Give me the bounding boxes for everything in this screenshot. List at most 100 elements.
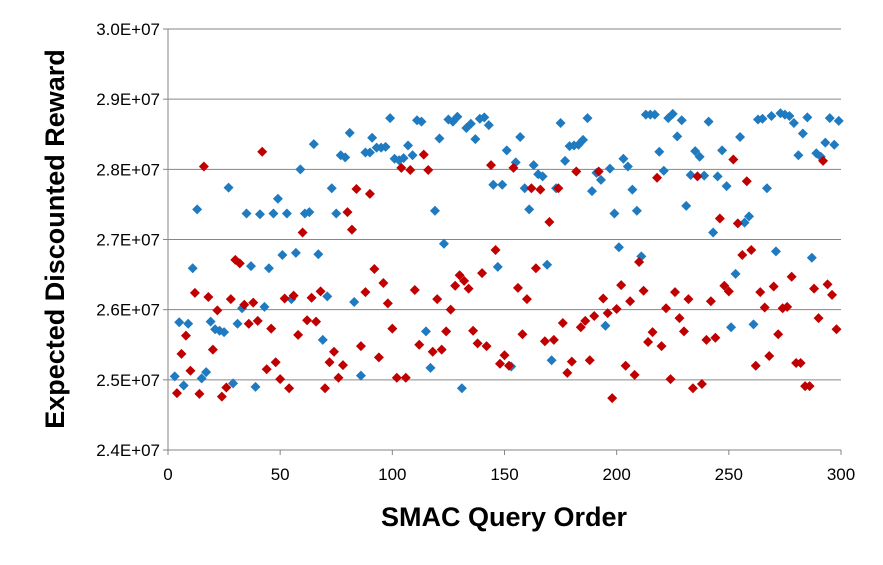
data-point [589, 310, 600, 321]
data-point [465, 118, 476, 129]
data-point [423, 165, 434, 176]
data-point [582, 113, 593, 124]
data-point [322, 291, 333, 302]
data-point [297, 227, 308, 238]
data-point [346, 224, 357, 235]
data-point [183, 318, 194, 329]
data-point [400, 372, 411, 383]
series-0 [169, 108, 844, 394]
data-point [703, 116, 714, 127]
data-point [232, 318, 243, 329]
data-point [477, 268, 488, 279]
data-point [656, 341, 667, 352]
data-point [228, 378, 239, 389]
data-point [732, 218, 743, 229]
x-tick-label: 250 [715, 465, 743, 484]
data-point [205, 316, 216, 327]
data-point [281, 208, 292, 219]
data-point [272, 193, 283, 204]
data-point [275, 374, 286, 385]
data-point [396, 162, 407, 173]
data-point [441, 326, 452, 337]
data-point [429, 205, 440, 216]
data-point [364, 147, 375, 158]
x-tick-label: 0 [163, 465, 172, 484]
data-point [795, 357, 806, 368]
data-point [667, 108, 678, 119]
data-point [681, 200, 692, 211]
data-point [288, 290, 299, 301]
data-point [611, 303, 622, 314]
data-point [178, 380, 189, 391]
data-point [571, 166, 582, 177]
data-point [764, 350, 775, 361]
data-point [748, 319, 759, 330]
data-point [692, 171, 703, 182]
data-point [728, 154, 739, 165]
data-point [652, 172, 663, 183]
data-point [333, 372, 344, 383]
data-point [483, 120, 494, 131]
data-point [539, 336, 550, 347]
data-point [833, 115, 844, 126]
data-point [761, 183, 772, 194]
data-point [351, 183, 362, 194]
data-point [329, 346, 340, 357]
data-point [185, 365, 196, 376]
data-point [263, 263, 274, 274]
data-point [481, 341, 492, 352]
y-axis-title: Expected Discounted Reward [40, 49, 70, 429]
data-point [690, 146, 701, 157]
data-point [337, 360, 348, 371]
data-point [548, 334, 559, 345]
data-point [517, 329, 528, 340]
data-point [499, 350, 510, 361]
data-point [284, 383, 295, 394]
data-point [813, 313, 824, 324]
data-point [326, 183, 337, 194]
data-point [270, 357, 281, 368]
data-point [187, 263, 198, 274]
data-point [438, 238, 449, 249]
data-point [468, 325, 479, 336]
data-point [246, 261, 256, 272]
data-point [622, 161, 633, 172]
data-point [613, 242, 624, 253]
data-point [730, 268, 741, 279]
data-point [380, 141, 391, 152]
data-point [542, 259, 553, 270]
data-point [521, 294, 532, 305]
data-point [367, 132, 378, 143]
data-point [739, 217, 750, 228]
data-point [320, 383, 331, 394]
data-point [373, 352, 384, 363]
data-point [344, 127, 355, 138]
data-point [223, 182, 234, 193]
data-point [537, 171, 548, 182]
data-point [687, 383, 698, 394]
data-point [355, 341, 366, 352]
data-point [369, 263, 380, 274]
data-point [827, 289, 838, 300]
data-point [364, 188, 375, 199]
data-point [266, 323, 277, 334]
x-tick-label: 300 [827, 465, 855, 484]
data-point [746, 245, 757, 256]
y-tick-label: 2.4E+07 [96, 441, 160, 460]
y-tick-label: 3.0E+07 [96, 20, 160, 39]
data-point [654, 146, 665, 157]
data-point [349, 296, 360, 307]
y-tick-label: 2.9E+07 [96, 90, 160, 109]
data-point [741, 176, 752, 187]
data-point [708, 227, 719, 238]
data-point [385, 113, 396, 124]
data-point [694, 151, 705, 162]
data-point [595, 174, 606, 185]
data-point [555, 118, 566, 129]
data-point [225, 294, 236, 305]
data-point [418, 149, 429, 160]
data-point [580, 315, 591, 326]
data-point [546, 355, 557, 366]
data-point [604, 163, 615, 174]
